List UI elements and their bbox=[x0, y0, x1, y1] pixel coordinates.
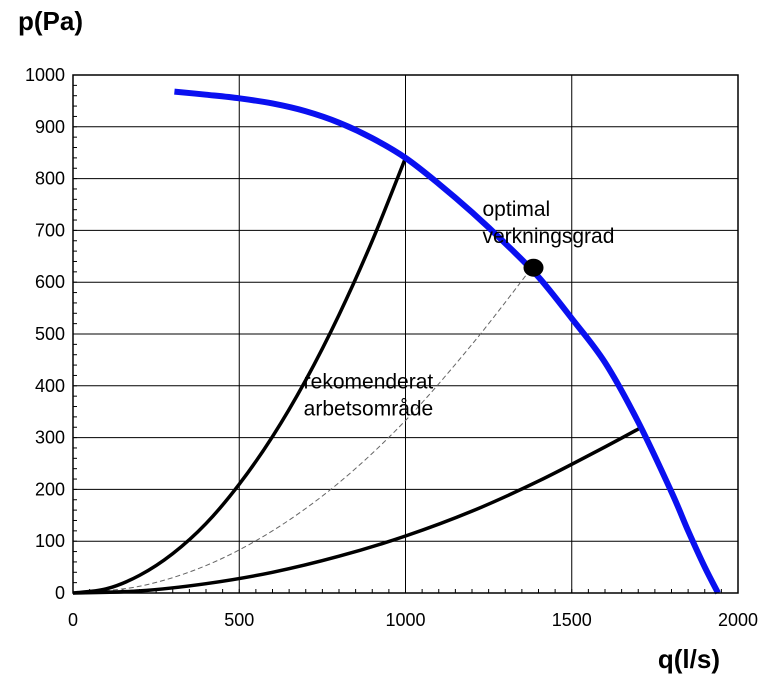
plot-frame bbox=[72, 74, 739, 594]
y-tick-label: 200 bbox=[35, 479, 65, 499]
x-tick-labels: 0 500 1000 1500 2000 bbox=[68, 610, 758, 630]
fan-curve-line bbox=[174, 88, 721, 595]
y-tick-label: 600 bbox=[35, 272, 65, 292]
y-tick-label: 800 bbox=[35, 169, 65, 189]
x-tick-label: 1500 bbox=[552, 610, 592, 630]
y-tick-label: 900 bbox=[35, 117, 65, 137]
y-axis-title: p(Pa) bbox=[18, 6, 83, 36]
y-tick-label: 300 bbox=[35, 428, 65, 448]
annotations: optimal verkningsgrad rekomenderat arbetsom… bbox=[304, 198, 615, 420]
lower-system-curve-line bbox=[72, 425, 643, 595]
y-tick-labels: 0 100 200 300 400 500 600 700 800 900 1000 bbox=[25, 65, 65, 603]
recommended-range-label: arbetsområde bbox=[304, 397, 434, 420]
optimal-efficiency-label: optimal bbox=[483, 198, 551, 221]
optimal-system-curve-line bbox=[72, 267, 533, 594]
y-tick-label: 100 bbox=[35, 531, 65, 551]
y-tick-label: 500 bbox=[35, 324, 65, 344]
optimal-efficiency-point bbox=[523, 258, 544, 277]
x-tick-label: 500 bbox=[224, 610, 254, 630]
x-tick-label: 1000 bbox=[385, 610, 425, 630]
y-tick-label: 700 bbox=[35, 220, 65, 240]
optimal-efficiency-label: verkningsgrad bbox=[483, 225, 615, 248]
series-layer bbox=[72, 88, 721, 595]
x-tick-label: 0 bbox=[68, 610, 78, 630]
grid-lines bbox=[72, 74, 739, 594]
y-tick-label: 1000 bbox=[25, 65, 65, 85]
upper-system-curve-line bbox=[72, 157, 408, 595]
y-tick-label: 400 bbox=[35, 376, 65, 396]
y-tick-label: 0 bbox=[55, 583, 65, 603]
points-layer bbox=[523, 258, 544, 277]
x-tick-label: 2000 bbox=[718, 610, 758, 630]
recommended-range-label: rekomenderat bbox=[304, 370, 434, 393]
x-axis-title: q(l/s) bbox=[658, 644, 720, 674]
